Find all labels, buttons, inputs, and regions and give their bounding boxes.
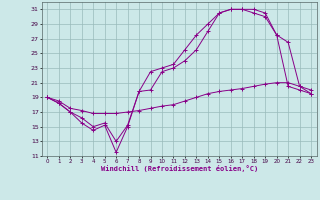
- X-axis label: Windchill (Refroidissement éolien,°C): Windchill (Refroidissement éolien,°C): [100, 165, 258, 172]
